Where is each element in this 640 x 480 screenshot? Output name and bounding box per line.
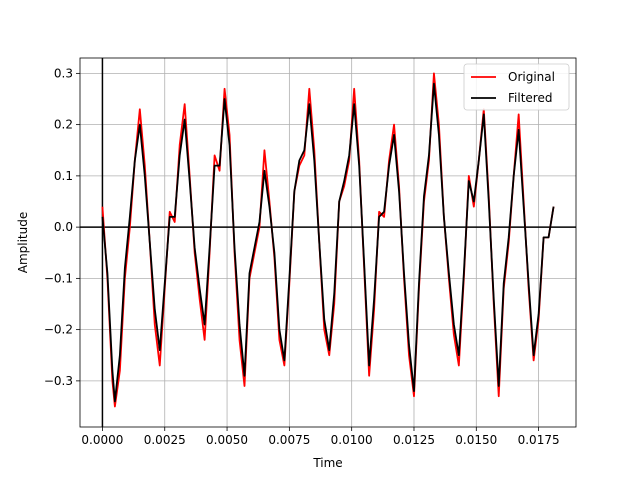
y-tick-label: 0.1 bbox=[54, 169, 73, 183]
y-axis-label: Amplitude bbox=[16, 212, 30, 274]
x-tick-label: 0.0125 bbox=[393, 433, 435, 447]
x-tick-label: 0.0100 bbox=[331, 433, 373, 447]
y-tick-label: −0.3 bbox=[44, 374, 73, 388]
series-line-filtered bbox=[101, 82, 555, 403]
x-tick-label: 0.0075 bbox=[268, 433, 310, 447]
y-tick-label: 0.0 bbox=[54, 220, 73, 234]
legend-entry-original: Original bbox=[508, 70, 555, 84]
y-tick-label: 0.3 bbox=[54, 66, 73, 80]
plot-frame bbox=[79, 57, 577, 428]
x-axis-label: Time bbox=[312, 456, 342, 470]
x-tick-label: 0.0150 bbox=[455, 433, 497, 447]
legend: Original Filtered bbox=[463, 63, 570, 111]
x-tick-label: 0.0175 bbox=[518, 433, 560, 447]
reference-lines bbox=[80, 58, 576, 427]
series-group bbox=[101, 72, 555, 408]
y-tick-label: 0.2 bbox=[54, 118, 73, 132]
x-tick-label: 0.0000 bbox=[81, 433, 123, 447]
y-tick-label: −0.2 bbox=[44, 323, 73, 337]
y-axis: −0.3 −0.2 −0.1 0.0 0.1 0.2 0.3 bbox=[44, 66, 80, 388]
x-tick-label: 0.0050 bbox=[206, 433, 248, 447]
x-axis: 0.0000 0.0025 0.0050 0.0075 0.0100 0.0125 0.01… bbox=[81, 427, 560, 447]
x-tick-label: 0.0025 bbox=[144, 433, 186, 447]
legend-entry-filtered: Filtered bbox=[508, 91, 552, 105]
y-tick-label: −0.1 bbox=[44, 271, 73, 285]
